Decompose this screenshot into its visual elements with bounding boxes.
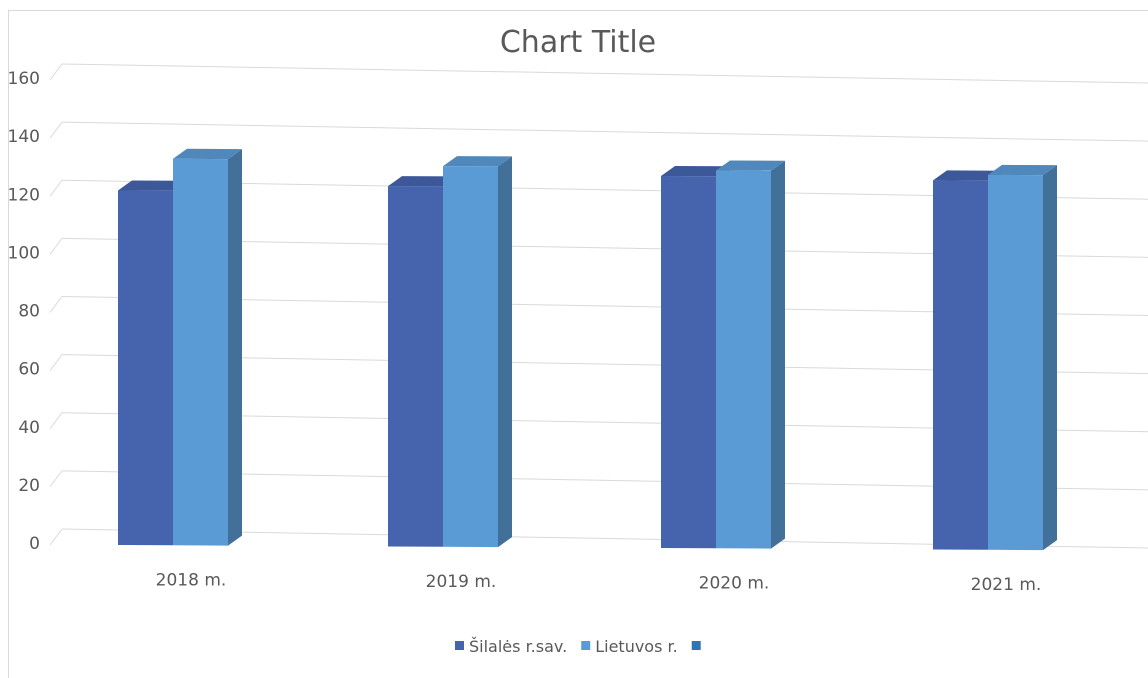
legend-swatch xyxy=(455,641,464,650)
gridline xyxy=(61,121,1148,142)
x-category-label: 2018 m. xyxy=(156,570,227,590)
bar xyxy=(118,190,173,546)
y-axis-tick-labels: 0 20 40 60 80 100 120 140 160 xyxy=(8,69,40,554)
legend-swatch xyxy=(691,641,701,650)
y-tick-label: 20 xyxy=(18,476,40,496)
bar-top xyxy=(716,160,785,171)
bar-top xyxy=(988,164,1057,176)
chart-title: Chart Title xyxy=(500,25,656,60)
y-tick-label: 80 xyxy=(18,302,40,322)
gridline-stub xyxy=(49,412,63,430)
y-tick-label: 140 xyxy=(8,127,40,147)
y-tick-label: 100 xyxy=(8,243,40,263)
x-category-label: 2019 m. xyxy=(426,572,497,592)
gridline-stub xyxy=(49,296,63,313)
legend-swatch xyxy=(581,641,591,650)
bar-top xyxy=(173,148,242,160)
bars xyxy=(118,148,1057,551)
bar xyxy=(173,158,228,546)
bar-side xyxy=(228,149,242,546)
legend-label: Lietuvos r. xyxy=(595,637,678,656)
x-axis-category-labels: 2018 m. 2019 m. 2020 m. 2021 m. xyxy=(156,570,1042,594)
gridline-stub xyxy=(49,470,63,488)
x-category-label: 2020 m. xyxy=(699,573,770,593)
gridline xyxy=(61,63,1148,84)
bar xyxy=(933,180,988,550)
bar-top xyxy=(933,170,1002,181)
legend: Šilalės r.sav. Lietuvos r. xyxy=(455,637,701,656)
bar-side xyxy=(1043,165,1057,551)
bar-top xyxy=(443,156,512,167)
gridline-stub xyxy=(49,179,63,197)
bar xyxy=(443,166,498,548)
bar xyxy=(661,175,716,549)
bar-top xyxy=(388,176,457,187)
gridline-stub xyxy=(49,354,63,371)
gridline-stub xyxy=(49,528,63,546)
bar-side xyxy=(771,160,785,549)
y-tick-label: 120 xyxy=(8,185,40,205)
bar-side xyxy=(498,156,512,548)
legend-label: Šilalės r.sav. xyxy=(469,637,567,656)
y-tick-label: 60 xyxy=(18,360,40,380)
bar-top xyxy=(661,165,730,177)
y-tick-label: 40 xyxy=(18,418,40,438)
x-category-label: 2021 m. xyxy=(971,575,1042,595)
bar xyxy=(388,186,443,547)
bar xyxy=(716,170,771,549)
y-tick-label: 0 xyxy=(29,534,40,554)
bar-top xyxy=(118,180,187,191)
gridline-stub xyxy=(49,63,63,81)
bar xyxy=(988,174,1043,551)
y-tick-label: 160 xyxy=(8,69,40,89)
gridline-stub xyxy=(49,238,63,255)
gridline-stub xyxy=(49,121,63,139)
